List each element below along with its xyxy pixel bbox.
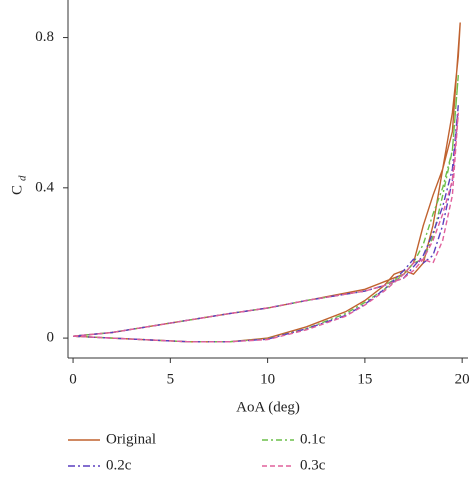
y-tick-label: 0.8: [35, 29, 54, 45]
x-tick-label: 0: [69, 371, 77, 387]
legend-label: 0.3c: [300, 457, 326, 473]
legend-label: 0.1c: [300, 431, 326, 447]
x-tick-label: 20: [455, 371, 470, 387]
series-line: [73, 112, 459, 343]
series-line: [73, 22, 461, 343]
y-axis-label-subscript: d: [17, 175, 29, 181]
series-line: [73, 75, 459, 343]
y-axis-label: C: [9, 185, 25, 195]
legend-label: Original: [106, 431, 156, 447]
y-tick-label: 0.4: [35, 179, 54, 195]
x-tick-label: 10: [260, 371, 275, 387]
y-axis-label-group: C d: [9, 175, 28, 195]
x-tick-label: 15: [357, 371, 372, 387]
series-line: [73, 105, 459, 343]
legend-label: 0.2c: [106, 457, 132, 473]
x-tick-label: 5: [167, 371, 175, 387]
x-axis-label: AoA (deg): [236, 399, 300, 415]
y-tick-label: 0: [47, 330, 55, 346]
